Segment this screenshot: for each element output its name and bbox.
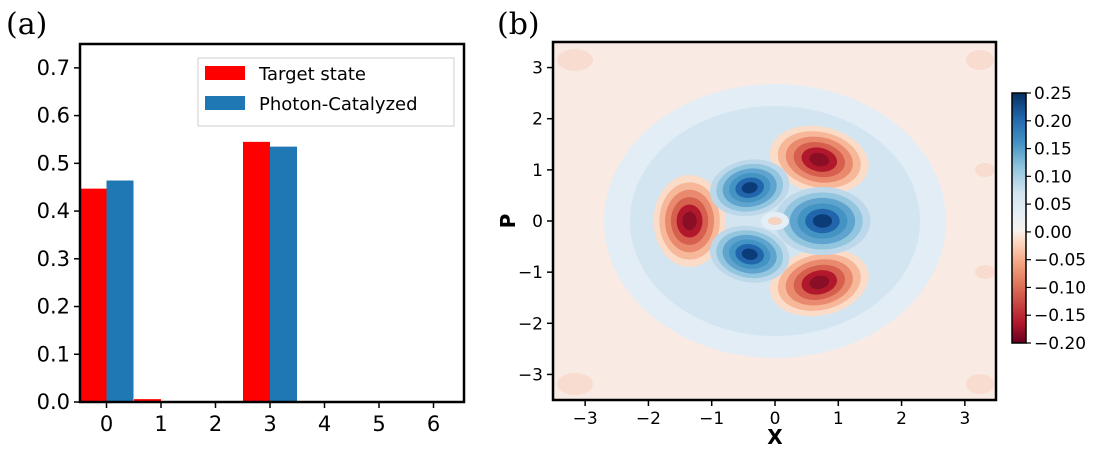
- colorbar-tick-label: 0.25: [1034, 84, 1072, 104]
- contour-x-tick-label: −3: [573, 409, 598, 429]
- contour-y-tick-label: 3: [532, 59, 543, 79]
- positive-lobe-5: [774, 187, 871, 255]
- edge-ripple: [557, 373, 593, 395]
- contour-level: [741, 182, 758, 194]
- colorbar-tick-label: −0.15: [1034, 306, 1086, 326]
- colorbar-tick-label: −0.20: [1034, 334, 1086, 354]
- bar-x-tick-label: 1: [154, 412, 167, 436]
- colorbar-tick-label: 0.00: [1034, 223, 1072, 243]
- contour-y-tick-label: −2: [518, 314, 543, 334]
- contour-level: [812, 214, 833, 228]
- bar-y-tick-label: 0.6: [37, 104, 70, 128]
- bar-x-axis: 0 1 2 3 4 5 6: [100, 402, 440, 436]
- bar-x-tick-label: 5: [372, 412, 385, 436]
- negative-lobe-1: [769, 125, 869, 194]
- edge-ripple: [975, 265, 995, 279]
- bar-y-axis: 0.0 0.1 0.2 0.3 0.4 0.5 0.6 0.7: [37, 56, 80, 414]
- bar-marks: [79, 141, 297, 402]
- bar-y-tick-label: 0.7: [37, 56, 70, 80]
- bar-target-state-1: [134, 399, 161, 402]
- panel-label-b: (b): [497, 7, 540, 42]
- contour-features: [653, 125, 871, 317]
- colorbar-tick-label: −0.05: [1034, 251, 1086, 271]
- bar-y-tick-label: 0.1: [37, 342, 70, 366]
- legend-label-target-state: Target state: [258, 64, 366, 85]
- bar-y-tick-label: 0.5: [37, 151, 70, 175]
- contour-level: [809, 275, 830, 290]
- bar-x-tick-label: 4: [318, 412, 331, 436]
- negative-lobe-0: [653, 175, 726, 267]
- y-axis-title: P: [496, 214, 520, 229]
- bar-target-state-3: [243, 141, 270, 402]
- colorbar-tick-label: −0.10: [1034, 278, 1086, 298]
- contour-x-tick-label: −2: [636, 409, 661, 429]
- legend-label-photon-catalyzed: Photon-Catalyzed: [259, 94, 418, 115]
- bar-y-tick-label: 0.0: [37, 390, 70, 414]
- x-axis-title: X: [767, 425, 783, 449]
- contour-y-axis: 3 2 1 0 −1 −2 −3: [518, 59, 553, 385]
- edge-ripple: [966, 50, 994, 70]
- contour-level: [741, 248, 758, 260]
- bar-target-state-0: [79, 188, 107, 402]
- colorbar-ticks: 0.25 0.20 0.15 0.10 0.05 0.00 −0.05 −0.10 −0.15 −…: [1026, 84, 1086, 354]
- colorbar: [1011, 92, 1027, 344]
- colorbar-tick-label: 0.05: [1034, 195, 1072, 215]
- contour-y-tick-label: 2: [532, 110, 543, 130]
- positive-lobe-3: [709, 159, 790, 217]
- contour-y-tick-label: 1: [532, 161, 543, 181]
- positive-lobe-4: [709, 225, 790, 283]
- contour-y-tick-label: 0: [532, 212, 543, 232]
- contour-y-tick-label: −3: [518, 365, 543, 385]
- legend-swatch-target-state: [205, 66, 245, 80]
- bar-legend: Target state Photon-Catalyzed: [197, 57, 455, 127]
- bar-photon-catalyzed-3: [270, 146, 297, 402]
- bar-chart: 0.0 0.1 0.2 0.3 0.4 0.5 0.6 0.7 0 1 2 3 4 5 6 Target …: [37, 42, 466, 436]
- contour-x-tick-label: 2: [896, 409, 907, 429]
- bar-y-tick-label: 0.4: [37, 199, 70, 223]
- contour-x-tick-label: 1: [833, 409, 844, 429]
- bar-x-tick-label: 3: [263, 412, 276, 436]
- contour-y-tick-label: −1: [518, 263, 543, 283]
- bar-y-tick-label: 0.2: [37, 295, 70, 319]
- colorbar-tick-label: 0.20: [1034, 112, 1072, 132]
- contour-level: [809, 152, 830, 167]
- legend-swatch-photon-catalyzed: [205, 96, 245, 110]
- contour-x-tick-label: 3: [959, 409, 970, 429]
- colorbar-tick-label: 0.15: [1034, 140, 1072, 160]
- bar-photon-catalyzed-0: [106, 180, 134, 402]
- edge-ripple: [557, 49, 593, 71]
- contour-x-tick-label: 0: [770, 409, 781, 429]
- negative-lobe-2: [769, 248, 869, 317]
- bar-x-tick-label: 6: [427, 412, 440, 436]
- edge-ripple: [966, 374, 994, 394]
- bar-x-tick-label: 0: [100, 412, 113, 436]
- contour-x-tick-label: −1: [699, 409, 724, 429]
- bar-x-tick-label: 2: [209, 412, 222, 436]
- panel-label-a: (a): [6, 7, 47, 42]
- contour-x-axis: −3 −2 −1 0 1 2 3: [573, 400, 970, 429]
- bar-y-tick-label: 0.3: [37, 247, 70, 271]
- bar-plot-frame: [78, 42, 466, 404]
- contour-center-dip: [768, 217, 782, 225]
- contour-level: [682, 211, 697, 231]
- edge-ripple: [975, 163, 995, 177]
- colorbar-tick-label: 0.10: [1034, 167, 1072, 187]
